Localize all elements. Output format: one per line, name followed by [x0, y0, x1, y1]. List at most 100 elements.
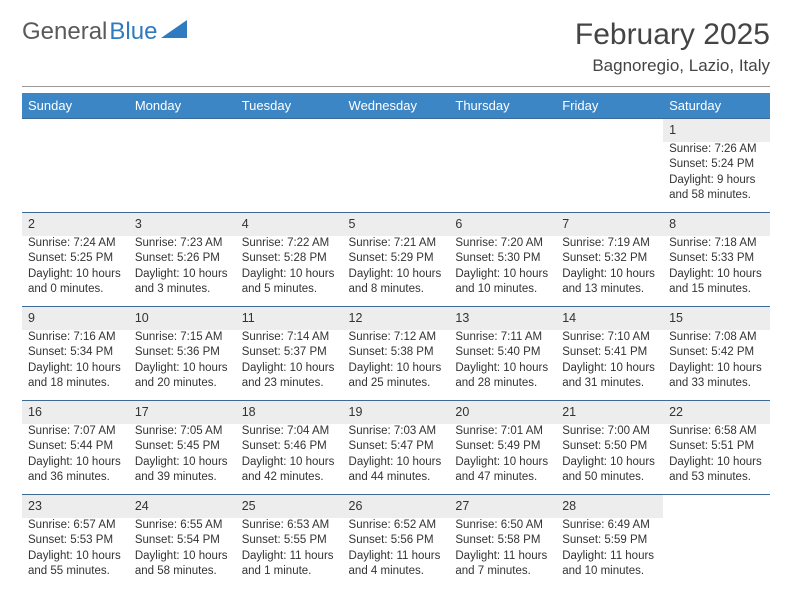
daylight-line1: Daylight: 10 hours [562, 455, 657, 471]
weekday-header: Tuesday [236, 93, 343, 119]
daylight-line2: and 36 minutes. [28, 470, 123, 486]
sunset-text: Sunset: 5:29 PM [349, 251, 444, 267]
sunrise-text: Sunrise: 7:07 AM [28, 424, 123, 440]
daylight-line2: and 44 minutes. [349, 470, 444, 486]
sunrise-text: Sunrise: 7:19 AM [562, 236, 657, 252]
sunset-text: Sunset: 5:50 PM [562, 439, 657, 455]
day-number: 28 [556, 495, 663, 518]
calendar-day-cell: 28Sunrise: 6:49 AMSunset: 5:59 PMDayligh… [556, 494, 663, 587]
daylight-line1: Daylight: 10 hours [349, 267, 444, 283]
day-body: Sunrise: 7:14 AMSunset: 5:37 PMDaylight:… [236, 330, 343, 400]
calendar-day-cell [343, 119, 450, 213]
calendar-day-cell: 11Sunrise: 7:14 AMSunset: 5:37 PMDayligh… [236, 306, 343, 400]
calendar-day-cell: 26Sunrise: 6:52 AMSunset: 5:56 PMDayligh… [343, 494, 450, 587]
daylight-line2: and 31 minutes. [562, 376, 657, 392]
daylight-line1: Daylight: 10 hours [669, 361, 764, 377]
day-body: Sunrise: 6:49 AMSunset: 5:59 PMDaylight:… [556, 518, 663, 588]
calendar-day-cell [556, 119, 663, 213]
calendar-day-cell: 2Sunrise: 7:24 AMSunset: 5:25 PMDaylight… [22, 212, 129, 306]
day-number: 27 [449, 495, 556, 518]
day-body: Sunrise: 7:05 AMSunset: 5:45 PMDaylight:… [129, 424, 236, 494]
day-body: Sunrise: 7:11 AMSunset: 5:40 PMDaylight:… [449, 330, 556, 400]
daylight-line1: Daylight: 10 hours [349, 361, 444, 377]
day-number: 15 [663, 307, 770, 330]
daylight-line2: and 4 minutes. [349, 564, 444, 580]
day-number: 2 [22, 213, 129, 236]
calendar-day-cell: 18Sunrise: 7:04 AMSunset: 5:46 PMDayligh… [236, 400, 343, 494]
daylight-line1: Daylight: 10 hours [455, 361, 550, 377]
sunrise-text: Sunrise: 7:00 AM [562, 424, 657, 440]
daylight-line2: and 25 minutes. [349, 376, 444, 392]
daylight-line1: Daylight: 10 hours [28, 455, 123, 471]
daylight-line2: and 8 minutes. [349, 282, 444, 298]
sunrise-text: Sunrise: 7:11 AM [455, 330, 550, 346]
day-number: 7 [556, 213, 663, 236]
sunrise-text: Sunrise: 6:49 AM [562, 518, 657, 534]
sunset-text: Sunset: 5:46 PM [242, 439, 337, 455]
day-number: 10 [129, 307, 236, 330]
title-block: February 2025 Bagnoregio, Lazio, Italy [575, 18, 770, 76]
sunrise-text: Sunrise: 7:12 AM [349, 330, 444, 346]
daylight-line1: Daylight: 10 hours [669, 455, 764, 471]
sunset-text: Sunset: 5:38 PM [349, 345, 444, 361]
daylight-line1: Daylight: 10 hours [135, 549, 230, 565]
daylight-line1: Daylight: 10 hours [28, 549, 123, 565]
sunrise-text: Sunrise: 7:04 AM [242, 424, 337, 440]
sunset-text: Sunset: 5:30 PM [455, 251, 550, 267]
daylight-line1: Daylight: 10 hours [455, 267, 550, 283]
day-number: 4 [236, 213, 343, 236]
daylight-line1: Daylight: 10 hours [562, 361, 657, 377]
daylight-line1: Daylight: 11 hours [562, 549, 657, 565]
calendar-week-row: 9Sunrise: 7:16 AMSunset: 5:34 PMDaylight… [22, 306, 770, 400]
sunset-text: Sunset: 5:40 PM [455, 345, 550, 361]
day-number: 23 [22, 495, 129, 518]
day-body: Sunrise: 7:15 AMSunset: 5:36 PMDaylight:… [129, 330, 236, 400]
logo: GeneralBlue [22, 18, 187, 46]
sunset-text: Sunset: 5:24 PM [669, 157, 764, 173]
sunset-text: Sunset: 5:49 PM [455, 439, 550, 455]
calendar-day-cell: 8Sunrise: 7:18 AMSunset: 5:33 PMDaylight… [663, 212, 770, 306]
daylight-line2: and 15 minutes. [669, 282, 764, 298]
day-body: Sunrise: 7:18 AMSunset: 5:33 PMDaylight:… [663, 236, 770, 306]
daylight-line1: Daylight: 10 hours [135, 361, 230, 377]
logo-triangle-icon [161, 20, 187, 38]
daylight-line1: Daylight: 11 hours [349, 549, 444, 565]
day-body: Sunrise: 7:26 AMSunset: 5:24 PMDaylight:… [663, 142, 770, 212]
day-number: 24 [129, 495, 236, 518]
sunset-text: Sunset: 5:41 PM [562, 345, 657, 361]
sunset-text: Sunset: 5:58 PM [455, 533, 550, 549]
daylight-line1: Daylight: 10 hours [669, 267, 764, 283]
calendar-day-cell: 16Sunrise: 7:07 AMSunset: 5:44 PMDayligh… [22, 400, 129, 494]
sunset-text: Sunset: 5:37 PM [242, 345, 337, 361]
daylight-line1: Daylight: 10 hours [349, 455, 444, 471]
day-body: Sunrise: 7:04 AMSunset: 5:46 PMDaylight:… [236, 424, 343, 494]
weekday-header: Thursday [449, 93, 556, 119]
daylight-line2: and 53 minutes. [669, 470, 764, 486]
logo-part2: Blue [109, 18, 157, 46]
sunrise-text: Sunrise: 7:26 AM [669, 142, 764, 158]
calendar-week-row: 23Sunrise: 6:57 AMSunset: 5:53 PMDayligh… [22, 494, 770, 587]
daylight-line1: Daylight: 10 hours [135, 455, 230, 471]
day-body: Sunrise: 7:12 AMSunset: 5:38 PMDaylight:… [343, 330, 450, 400]
sunrise-text: Sunrise: 6:52 AM [349, 518, 444, 534]
day-body: Sunrise: 6:50 AMSunset: 5:58 PMDaylight:… [449, 518, 556, 588]
daylight-line1: Daylight: 10 hours [135, 267, 230, 283]
sunset-text: Sunset: 5:26 PM [135, 251, 230, 267]
sunset-text: Sunset: 5:33 PM [669, 251, 764, 267]
calendar-day-cell: 24Sunrise: 6:55 AMSunset: 5:54 PMDayligh… [129, 494, 236, 587]
day-number: 14 [556, 307, 663, 330]
calendar-day-cell: 23Sunrise: 6:57 AMSunset: 5:53 PMDayligh… [22, 494, 129, 587]
sunset-text: Sunset: 5:32 PM [562, 251, 657, 267]
day-body: Sunrise: 7:08 AMSunset: 5:42 PMDaylight:… [663, 330, 770, 400]
sunrise-text: Sunrise: 6:57 AM [28, 518, 123, 534]
day-body: Sunrise: 7:10 AMSunset: 5:41 PMDaylight:… [556, 330, 663, 400]
sunrise-text: Sunrise: 7:01 AM [455, 424, 550, 440]
sunset-text: Sunset: 5:59 PM [562, 533, 657, 549]
calendar-day-cell: 25Sunrise: 6:53 AMSunset: 5:55 PMDayligh… [236, 494, 343, 587]
daylight-line1: Daylight: 10 hours [28, 267, 123, 283]
weekday-header: Friday [556, 93, 663, 119]
daylight-line2: and 58 minutes. [669, 188, 764, 204]
daylight-line2: and 7 minutes. [455, 564, 550, 580]
day-body: Sunrise: 6:58 AMSunset: 5:51 PMDaylight:… [663, 424, 770, 494]
day-number: 1 [663, 119, 770, 142]
